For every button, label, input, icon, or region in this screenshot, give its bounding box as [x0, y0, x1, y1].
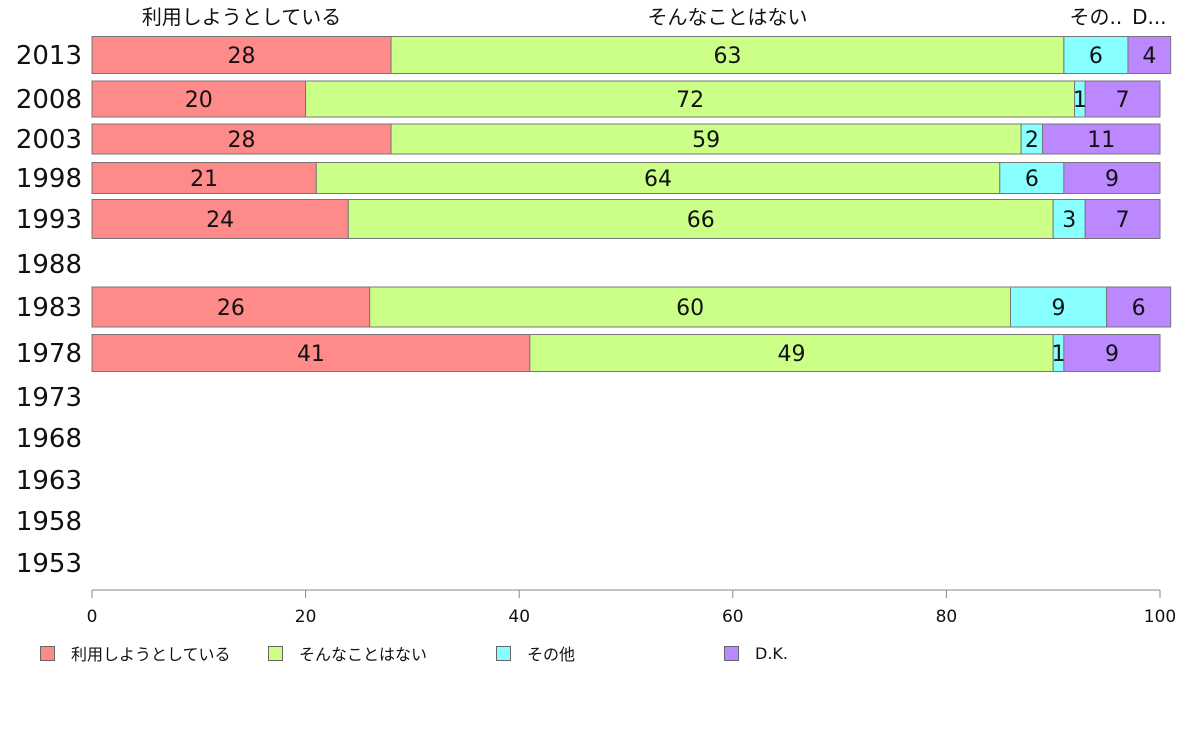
x-tick-label-100: 100	[1144, 607, 1176, 627]
value-label-1978-dk: 9	[1105, 342, 1119, 367]
bar-2003-riyou	[91, 123, 392, 155]
value-label-1993-dk: 7	[1116, 208, 1130, 233]
value-label-2008-riyou: 20	[185, 88, 213, 113]
bar-2003-sonna	[390, 123, 1022, 155]
value-label-1993-sonota: 3	[1062, 208, 1076, 233]
top-label-sonota: その..	[1070, 5, 1123, 29]
top-label-riyou: 利用しようとしている	[142, 5, 341, 29]
bar-2013-dk	[1127, 36, 1172, 74]
bar-row-2013: 28 63 6 4	[91, 36, 1172, 74]
x-tick-label-80: 80	[936, 607, 958, 627]
legend-item-sonota: その他	[496, 642, 575, 664]
legend-label-dk: D.K.	[755, 643, 788, 663]
top-label-dk: D...	[1132, 5, 1166, 29]
legend-item-sonna: そんなことはない	[268, 642, 427, 664]
value-label-1983-riyou: 26	[217, 296, 245, 321]
bar-row-2008: 20 72 1 7	[91, 80, 1161, 118]
value-label-2008-dk: 7	[1116, 88, 1130, 113]
stacked-bar-chart: 利用しようとしている そんなことはない その.. D... 2013200820031…	[16, 5, 1176, 627]
bar-row-2003: 28 59 2 11	[91, 123, 1161, 155]
top-label-sonna: そんなことはない	[647, 5, 807, 29]
x-tick-label-40: 40	[508, 607, 530, 627]
value-label-1998-sonota: 6	[1025, 167, 1039, 192]
x-tick-label-0: 0	[87, 607, 98, 627]
year-label-1973: 1973	[16, 383, 82, 413]
bar-1998-sonota	[999, 162, 1065, 194]
value-label-2008-sonota: 1	[1073, 88, 1087, 113]
value-label-1983-sonna: 60	[676, 296, 704, 321]
bar-2008-sonna	[305, 80, 1076, 118]
bar-row-1983: 26 60 9 6	[91, 286, 1172, 328]
value-label-1978-sonna: 49	[778, 342, 806, 367]
year-label-2008: 2008	[16, 85, 82, 115]
value-label-1998-sonna: 64	[644, 167, 672, 192]
value-label-2013-sonna: 63	[713, 44, 741, 69]
value-label-2013-riyou: 28	[228, 44, 256, 69]
bar-2008-riyou	[91, 80, 307, 118]
year-label-1958: 1958	[16, 507, 82, 537]
year-label-1978: 1978	[16, 339, 82, 369]
value-label-1983-sonota: 9	[1052, 296, 1066, 321]
top-series-labels: 利用しようとしている そんなことはない その.. D...	[142, 5, 1167, 29]
bar-2013-sonota	[1063, 36, 1129, 74]
bar-2013-sonna	[390, 36, 1065, 74]
year-label-1953: 1953	[16, 549, 82, 579]
bar-1998-dk	[1063, 162, 1161, 194]
legend-label-sonota: その他	[527, 645, 576, 664]
bar-2003-dk	[1042, 123, 1161, 155]
year-label-1998: 1998	[16, 164, 82, 194]
year-label-1963: 1963	[16, 466, 82, 496]
value-label-2003-sonota: 2	[1025, 128, 1039, 153]
legend-item-riyou: 利用しようとしている	[40, 642, 231, 664]
bar-1998-sonna	[315, 162, 1001, 194]
bar-1993-riyou	[91, 199, 349, 239]
bar-1983-dk	[1106, 286, 1172, 328]
bar-2013-riyou	[91, 36, 392, 74]
bar-1993-dk	[1084, 199, 1161, 239]
year-label-2003: 2003	[16, 125, 82, 155]
bar-row-1998: 21 64 6 9	[91, 162, 1161, 194]
legend-label-riyou: 利用しようとしている	[71, 645, 231, 664]
value-label-2003-riyou: 28	[228, 128, 256, 153]
value-label-2003-dk: 11	[1087, 128, 1115, 153]
value-label-2013-dk: 4	[1142, 44, 1156, 69]
legend-swatch-sonota	[496, 645, 511, 661]
year-label-1968: 1968	[16, 424, 82, 454]
value-label-1993-sonna: 66	[687, 208, 715, 233]
value-label-2013-sonota: 6	[1089, 44, 1103, 69]
value-label-1993-riyou: 24	[206, 208, 234, 233]
bar-1983-riyou	[91, 286, 371, 328]
bar-1978-dk	[1063, 334, 1161, 372]
value-label-1983-dk: 6	[1132, 296, 1146, 321]
bar-1998-riyou	[91, 162, 317, 194]
legend-label-sonna: そんなことはない	[299, 645, 428, 664]
x-tick-label-20: 20	[295, 607, 317, 627]
legend-swatch-sonna	[268, 645, 283, 661]
bar-1978-riyou	[91, 334, 531, 372]
legend: 利用しようとしている そんなことはない その他 D.K.	[40, 642, 1160, 666]
value-label-1978-riyou: 41	[297, 342, 325, 367]
bar-row-1993: 24 66 3 7	[91, 199, 1161, 239]
value-label-1998-dk: 9	[1105, 167, 1119, 192]
value-label-1998-riyou: 21	[190, 167, 218, 192]
x-axis: 0 20 40 60 80 100	[87, 589, 1176, 627]
x-tick-label-60: 60	[722, 607, 744, 627]
bar-1983-sonna	[369, 286, 1011, 328]
bar-2008-dk	[1084, 80, 1161, 118]
legend-swatch-riyou	[40, 645, 55, 661]
bar-1993-sonna	[347, 199, 1054, 239]
value-label-2008-sonna: 72	[676, 88, 704, 113]
value-label-2003-sonna: 59	[692, 128, 720, 153]
year-label-1993: 1993	[16, 205, 82, 235]
year-label-2013: 2013	[16, 41, 82, 71]
year-label-1988: 1988	[16, 250, 82, 280]
value-label-1978-sonota: 1	[1052, 342, 1066, 367]
legend-item-dk: D.K.	[724, 642, 788, 664]
year-label-1983: 1983	[16, 293, 82, 323]
bar-row-1978: 41 49 1 9	[91, 334, 1161, 372]
legend-swatch-dk	[724, 645, 739, 661]
year-labels: 2013 2008 2003 1998 1993 1988 1983 1978 1973 1968…	[16, 41, 82, 579]
bar-1983-sonota	[1009, 286, 1108, 328]
